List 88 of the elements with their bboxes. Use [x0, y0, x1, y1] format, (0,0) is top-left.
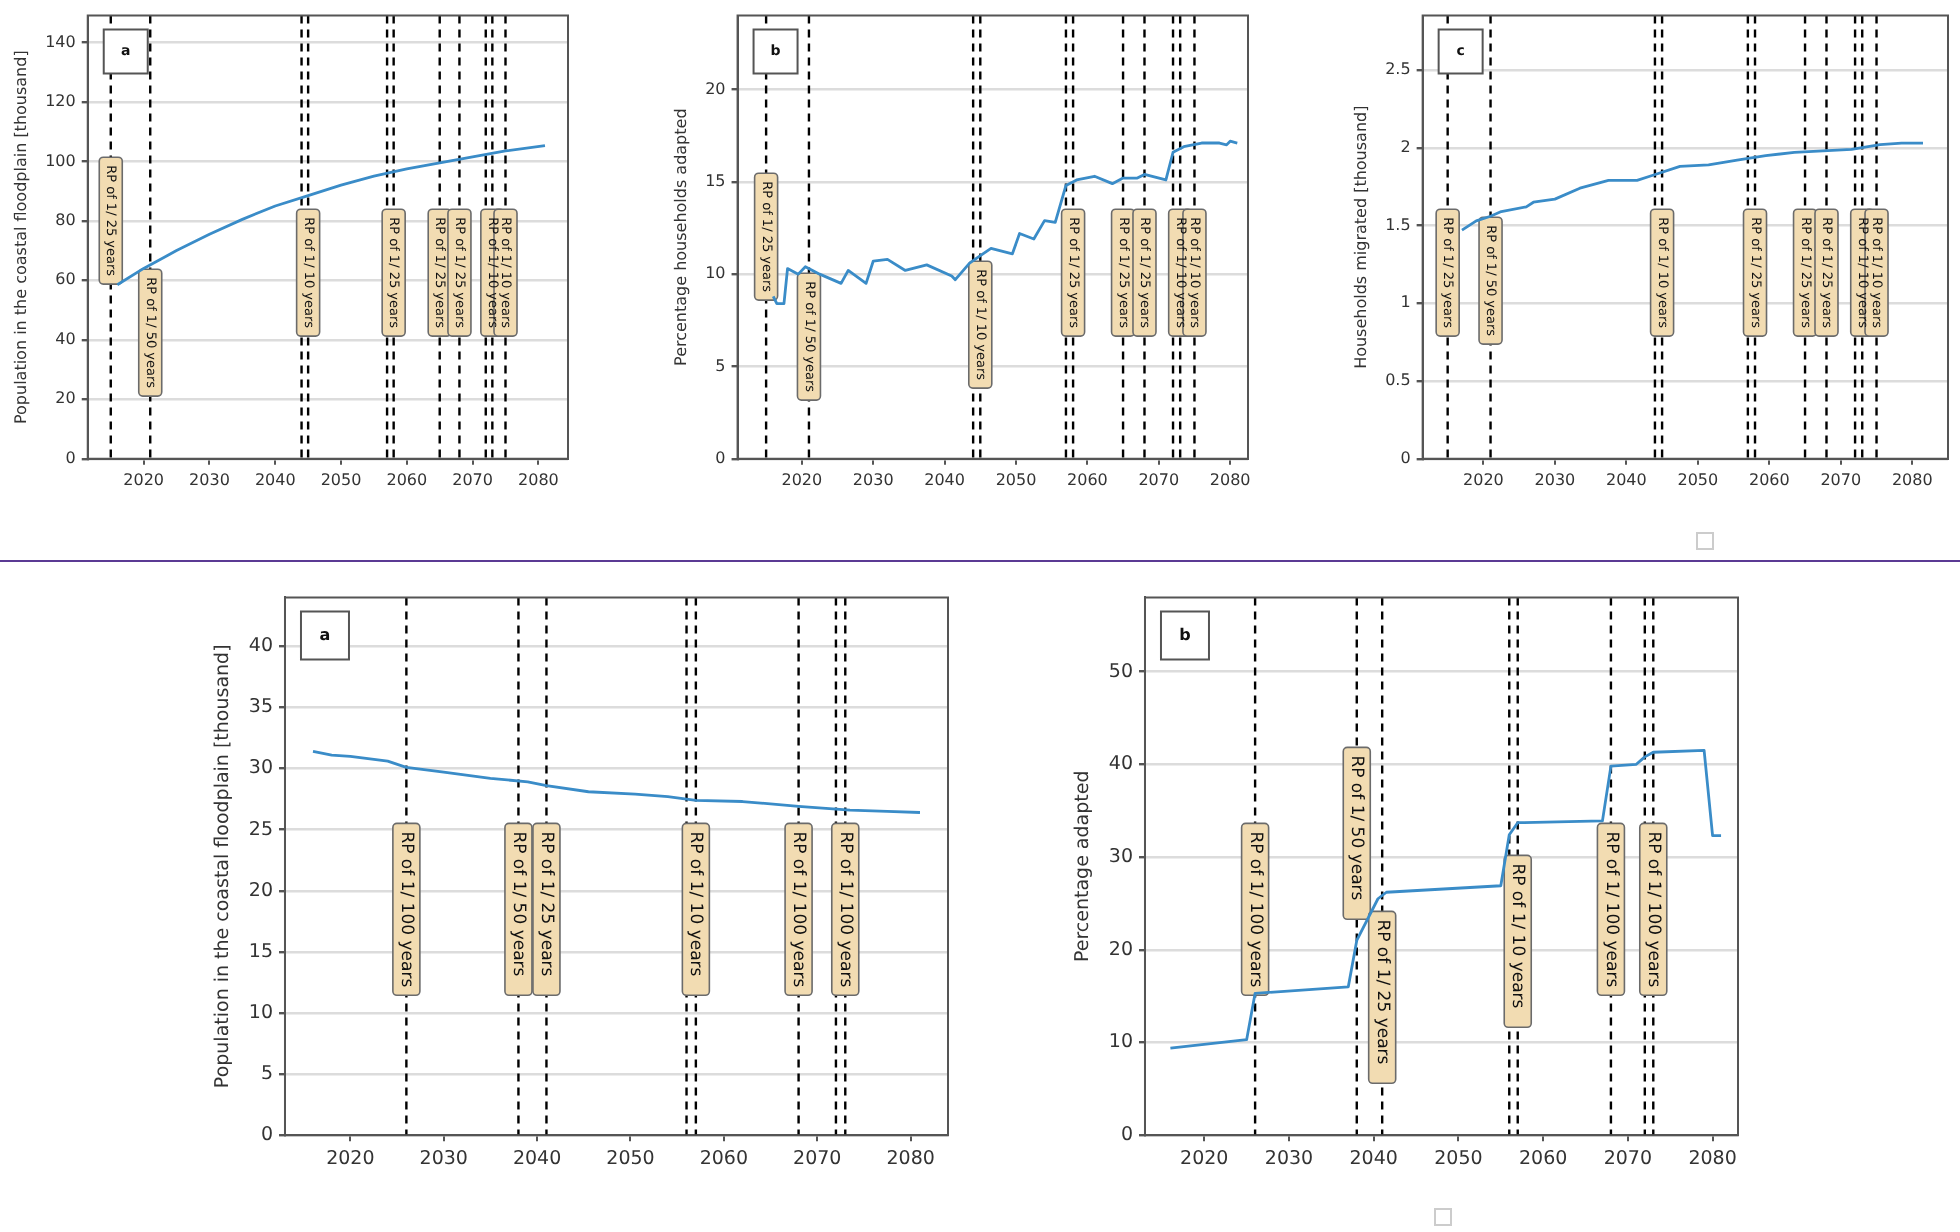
y-tick-label: 100	[45, 151, 76, 170]
y-tick-label: 5	[260, 1063, 273, 1086]
ref-line-label: RP of 1/ 10 years	[1507, 863, 1528, 1010]
annotation: a	[319, 625, 331, 644]
y-axis-title: Population in the coastal floodplain [thousand]	[11, 50, 30, 425]
ref-line-label: RP of 1/ 50 years	[508, 831, 529, 978]
x-tick-label: 2080	[1209, 470, 1251, 489]
x-tick-label: 2020	[326, 1147, 375, 1170]
x-tick-label: 2060	[699, 1147, 749, 1170]
x-tick-label: 2060	[1067, 470, 1108, 489]
x-tick-label: 2040	[1605, 470, 1647, 489]
x-tick-label: 2020	[1180, 1147, 1229, 1170]
x-tick-label: 2080	[886, 1147, 935, 1170]
y-tick-label: 40	[248, 635, 273, 658]
y-tick-label: 0	[260, 1124, 273, 1147]
x-tick-label: 2050	[1434, 1147, 1483, 1170]
y-tick-label: 40	[1108, 753, 1133, 776]
ref-line-label: RP of 1/ 100 years	[834, 831, 855, 989]
y-axis-title: Households migrated [thousand]	[1351, 105, 1370, 369]
y-tick-label: 140	[45, 32, 76, 51]
y-tick-label: 60	[55, 270, 76, 289]
y-tick-label: 0.5	[1385, 371, 1411, 390]
x-tick-label: 2070	[452, 470, 493, 489]
y-tick-label: 5	[715, 356, 726, 375]
x-tick-label: 2070	[1138, 470, 1180, 489]
ref-line-label: RP of 1/ 100 years	[1244, 831, 1265, 989]
y-axis-title: Percentage households adapted	[671, 108, 690, 366]
x-tick-label: 2070	[1820, 470, 1862, 489]
y-tick-label: 10	[705, 264, 726, 283]
x-tick-label: 2070	[1603, 1147, 1653, 1170]
x-tick-label: 2020	[781, 470, 823, 489]
x-tick-label: 2080	[1891, 470, 1933, 489]
y-tick-label: 0	[1120, 1124, 1133, 1147]
y-tick-label: 20	[1108, 938, 1133, 961]
ref-line-label: RP of 1/ 25 years	[1371, 919, 1392, 1066]
y-tick-label: 0	[65, 448, 76, 467]
y-axis-title: Percentage adapted	[1072, 770, 1095, 963]
x-tick-label: 2040	[254, 470, 296, 489]
x-tick-label: 2050	[320, 470, 362, 489]
y-tick-label: 1.5	[1385, 215, 1411, 234]
y-tick-label: 20	[248, 879, 273, 902]
x-tick-label: 2060	[1518, 1147, 1568, 1170]
ref-line-label: RP of 1/ 100 years	[788, 831, 809, 989]
annotation: b	[1179, 625, 1192, 644]
x-tick-label: 2040	[512, 1147, 562, 1170]
y-tick-label: 30	[248, 757, 273, 780]
x-tick-label: 2040	[924, 470, 965, 489]
x-tick-label: 2030	[1264, 1147, 1314, 1170]
x-tick-label: 2060	[1748, 470, 1790, 489]
x-tick-label: 2030	[1534, 470, 1576, 489]
x-tick-label: 2060	[386, 470, 428, 489]
y-tick-label: 2.5	[1385, 60, 1411, 79]
ref-line-label: RP of 1/ 10 years	[685, 831, 706, 978]
y-tick-label: 30	[1108, 845, 1133, 868]
x-tick-label: 2040	[1349, 1147, 1398, 1170]
x-tick-label: 2050	[1677, 470, 1719, 489]
y-tick-label: 15	[248, 940, 273, 963]
y-axis-title: Population in the coastal floodplain [thousand]	[212, 644, 235, 1089]
y-tick-label: 50	[1108, 660, 1133, 683]
ref-line-label: RP of 1/ 100 years	[395, 831, 416, 989]
x-tick-label: 2030	[852, 470, 894, 489]
x-tick-label: 2020	[123, 470, 165, 489]
x-tick-label: 2050	[995, 470, 1037, 489]
y-tick-label: 2	[1400, 137, 1411, 156]
x-tick-label: 2050	[606, 1147, 655, 1170]
ref-line-label: RP of 1/ 100 years	[1642, 831, 1663, 989]
y-tick-label: 0	[715, 448, 726, 467]
y-tick-label: 120	[45, 92, 76, 111]
y-tick-label: 20	[705, 79, 726, 98]
x-tick-label: 2070	[793, 1147, 842, 1170]
y-tick-label: 40	[55, 329, 76, 348]
x-tick-label: 2030	[419, 1147, 468, 1170]
ref-line-label: RP of 1/ 100 years	[1600, 831, 1621, 989]
y-tick-label: 80	[55, 211, 76, 229]
y-tick-label: 1	[1400, 293, 1411, 312]
ref-line-label: RP of 1/ 50 years	[1346, 755, 1367, 902]
y-tick-label: 10	[248, 1001, 273, 1024]
x-tick-label: 2030	[189, 470, 230, 489]
y-tick-label: 35	[248, 696, 273, 719]
y-tick-label: 20	[55, 389, 76, 408]
y-tick-label: 15	[705, 171, 726, 190]
x-tick-label: 2020	[1463, 470, 1504, 489]
x-tick-label: 2080	[518, 470, 559, 489]
x-tick-label: 2080	[1688, 1147, 1737, 1170]
y-tick-label: 10	[1108, 1031, 1133, 1054]
ref-line-label: RP of 1/ 25 years	[536, 831, 557, 978]
y-tick-label: 0	[1400, 448, 1411, 467]
y-tick-label: 25	[248, 818, 273, 841]
